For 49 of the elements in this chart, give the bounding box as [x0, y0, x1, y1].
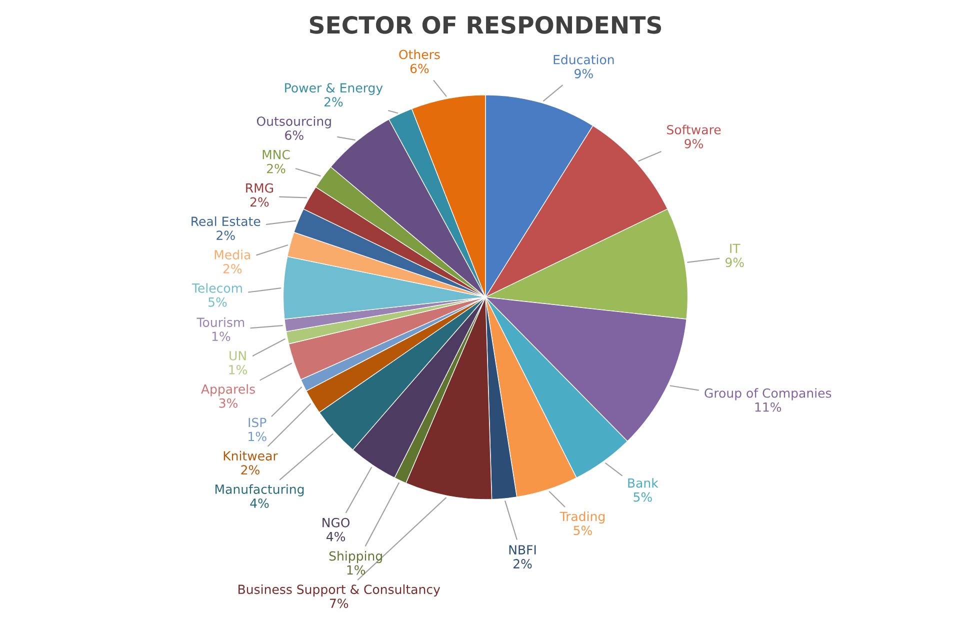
data-label: 4%	[326, 532, 346, 542]
slice-label: Shipping	[329, 551, 382, 564]
data-label: 5%	[634, 492, 652, 502]
slice-label: Outsourcing	[256, 116, 331, 128]
slice-label: Telecom	[192, 283, 242, 293]
slice-label: Tourism	[196, 317, 244, 328]
slice-label: Trading	[560, 511, 605, 524]
data-label: 3%	[219, 398, 238, 408]
slice-label: Software	[667, 124, 721, 134]
slice-label: RMG	[246, 183, 273, 193]
slice-label: Group of Companies	[704, 388, 832, 400]
data-label: 1%	[248, 432, 266, 442]
data-label: 1%	[212, 332, 230, 342]
slice-label: Apparels	[201, 384, 255, 396]
slice-label: Manufacturing	[215, 484, 304, 496]
data-label: 2%	[216, 230, 235, 240]
slice-label: Media	[214, 250, 250, 260]
data-label: 2%	[250, 197, 269, 207]
chart-title: SECTOR OF RESPONDENTS	[310, 16, 662, 34]
slice-label: Knitwear	[224, 450, 278, 461]
data-label: 7%	[330, 598, 348, 608]
data-label: 5%	[208, 297, 227, 307]
slice-label: Education	[554, 54, 614, 64]
data-label: 4%	[250, 498, 269, 508]
slice-label: IT	[730, 244, 740, 253]
slice-label: Business Support & Consultancy	[238, 584, 440, 597]
data-label: 6%	[410, 64, 429, 74]
data-label: 2%	[241, 465, 260, 475]
slice-label: Others	[399, 50, 440, 60]
data-label: 9%	[574, 68, 593, 78]
slice-label: ISP	[248, 418, 266, 428]
data-label: 9%	[725, 258, 744, 268]
slice-label: NGO	[322, 518, 350, 528]
data-label: 1%	[347, 565, 366, 575]
slice-label: NBFI	[509, 545, 536, 554]
slice-label: Bank	[628, 478, 658, 488]
data-label: 1%	[229, 364, 248, 374]
slice-label: Power & Energy	[285, 83, 383, 96]
data-label: 2%	[267, 164, 286, 174]
data-label: 2%	[514, 559, 532, 568]
data-label: 6%	[285, 130, 304, 140]
slice-label: UN	[230, 351, 246, 360]
data-label: 9%	[684, 138, 704, 148]
slice-label: MNC	[262, 150, 290, 160]
data-label: 2%	[223, 264, 242, 274]
data-label: 5%	[574, 526, 592, 536]
data-label: 11%	[755, 402, 782, 412]
slice-label: Real Estate	[192, 216, 260, 226]
data-label: 2%	[324, 97, 343, 107]
